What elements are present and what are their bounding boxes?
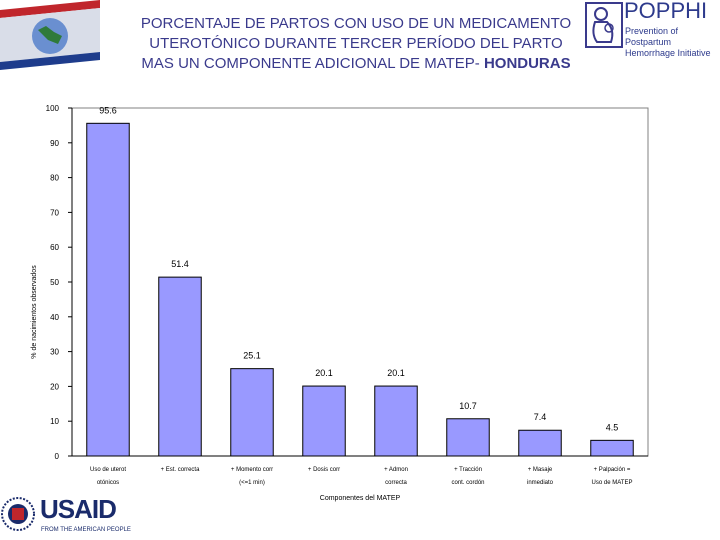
popphi-mother-child-icon [585, 2, 623, 48]
category-label: Uso de uterot [90, 467, 126, 473]
category-label: + Momento corr [231, 467, 273, 473]
data-label: 20.1 [387, 368, 405, 378]
bar [302, 385, 346, 457]
category-label: + Tracción [454, 467, 482, 473]
usaid-tagline: FROM THE AMERICAN PEOPLE [41, 527, 131, 533]
popphi-logo-text: POPPHI [624, 0, 708, 23]
bar [86, 122, 130, 457]
category-label: + Palpación = [594, 467, 631, 473]
category-label: + Masaje [528, 467, 553, 473]
category-label-line2: correcta [385, 480, 407, 486]
category-label-line2: (<=1 min) [239, 480, 265, 486]
bar [590, 439, 634, 457]
y-tick-label: 30 [50, 348, 59, 357]
y-tick-label: 10 [50, 417, 59, 426]
data-label: 10.7 [459, 401, 477, 411]
y-tick-label: 20 [50, 382, 59, 391]
category-label: + Est. correcta [161, 467, 201, 473]
title-highlight: HONDURAS [483, 55, 571, 72]
category-label-line2: otónicos [97, 480, 119, 486]
y-tick-label: 0 [55, 452, 60, 461]
usaid-seal-icon [1, 497, 35, 531]
y-tick-label: 70 [50, 208, 59, 217]
y-axis-label: % de nacimientos observados [31, 265, 38, 359]
bar [446, 418, 490, 457]
y-tick-label: 60 [50, 243, 59, 252]
bar [374, 385, 418, 457]
central-america-flag-logo [0, 0, 100, 70]
data-label: 20.1 [315, 368, 333, 378]
popphi-tagline: Prevention of Postpartum Hemorrhage Init… [625, 26, 720, 59]
popphi-tagline-1: Prevention of Postpartum [625, 26, 679, 47]
title-line-1: PORCENTAJE DE PARTOS CON USO DE UN MEDIC… [140, 15, 572, 32]
category-label: + Admon [384, 467, 408, 473]
bar [230, 368, 274, 457]
bar [158, 276, 202, 457]
popphi-tagline-2: Hemorrhage Initiative [625, 48, 711, 58]
y-tick-label: 50 [50, 278, 59, 287]
y-tick-label: 100 [46, 104, 60, 113]
title-line-2: UTEROTÓNICO DURANTE TERCER PERÍODO DEL P… [149, 35, 563, 52]
category-label-line2: Uso de MATEP [592, 480, 633, 486]
x-axis-label: Componentes del MATEP [320, 495, 401, 502]
chart-title: PORCENTAJE DE PARTOS CON USO DE UN MEDIC… [96, 14, 616, 74]
title-line-3-text: MAS UN COMPONENTE ADICIONAL DE MATEP- [141, 55, 480, 72]
y-tick-label: 80 [50, 174, 59, 183]
bar [518, 429, 562, 457]
category-label-line2: inmediato [527, 480, 554, 486]
category-label: + Dosis corr [308, 467, 340, 473]
data-label: 25.1 [243, 351, 261, 361]
data-label: 4.5 [606, 422, 619, 432]
category-label-line2: cont. cordón [451, 480, 484, 486]
y-tick-label: 40 [50, 313, 59, 322]
data-label: 51.4 [171, 259, 189, 269]
title-line-3: MAS UN COMPONENTE ADICIONAL DE MATEP- HO… [96, 54, 616, 74]
data-label: 95.6 [99, 105, 117, 115]
data-label: 7.4 [534, 412, 547, 422]
usaid-logo-text: USAID [40, 494, 117, 524]
y-tick-label: 90 [50, 139, 59, 148]
